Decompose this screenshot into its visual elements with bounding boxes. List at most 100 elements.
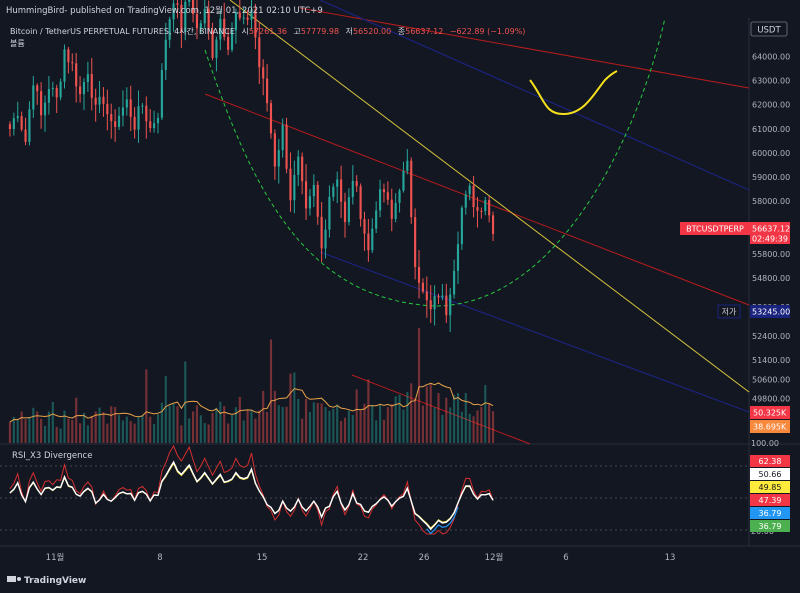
volume-bar <box>137 417 140 443</box>
candle-body <box>168 19 171 40</box>
candle-body <box>75 63 78 87</box>
volume-legend: 볼륨 <box>10 38 25 48</box>
candle-body <box>71 62 74 64</box>
candle-body <box>32 85 35 110</box>
volume-bar <box>347 410 350 443</box>
candle-body <box>414 217 417 267</box>
low-tag-label: 저가 <box>722 308 737 317</box>
volume-bar <box>266 411 269 443</box>
volume-bar <box>199 415 202 443</box>
volume-bar <box>254 418 257 443</box>
candle-body <box>203 8 206 24</box>
candle-body <box>304 181 308 209</box>
candle-body <box>137 106 140 130</box>
candle-body <box>82 82 86 95</box>
tradingview-logo[interactable]: TradingView <box>7 576 86 586</box>
candle-body <box>320 216 323 249</box>
volume-bar <box>86 425 89 443</box>
candle-body <box>188 0 191 2</box>
volume-bar <box>153 424 156 443</box>
candle-body <box>441 295 444 298</box>
time-tick-label: 11월 <box>46 552 65 563</box>
volume-tag-1-value: 50.325K <box>753 409 787 418</box>
candle-body <box>277 150 280 167</box>
candle-body <box>488 200 491 216</box>
volume-trend-line-red[interactable] <box>351 374 531 445</box>
volume-bar <box>449 407 452 443</box>
volume-bar <box>250 409 253 443</box>
volume-bar <box>293 372 296 443</box>
volume-bar <box>24 419 27 443</box>
volume-bar <box>491 411 495 443</box>
candle-body <box>141 105 144 107</box>
price-tick-label: 58000.00 <box>752 197 790 206</box>
candle-body <box>191 0 195 15</box>
legend-change: −622.89 (−1.09%) <box>450 27 526 36</box>
channel-line-blue-lower[interactable] <box>319 251 750 413</box>
time-tick-label: 13 <box>665 553 676 563</box>
candle-body <box>347 197 350 223</box>
volume-bar <box>336 404 339 443</box>
channel-line-blue-upper[interactable] <box>319 0 750 191</box>
candle-body <box>297 156 300 175</box>
legend-open: 57261.36 <box>249 27 287 36</box>
candle-body <box>125 99 128 108</box>
candle-body <box>114 121 117 127</box>
candle-body <box>250 9 253 20</box>
candle-body <box>40 91 43 116</box>
candle-body <box>106 103 109 115</box>
volume-bar <box>160 402 163 443</box>
volume-bar <box>98 407 101 443</box>
volume-bar <box>32 407 35 443</box>
volume-bar <box>215 407 218 443</box>
price-tick-label: 64000.00 <box>752 53 790 62</box>
tv-logo-icon <box>7 576 16 582</box>
candle-body <box>367 233 370 251</box>
price-tick-label: 49800.00 <box>752 395 790 404</box>
rsi-title: RSI_X3 Divergence <box>12 451 92 461</box>
price-tick-label: 50600.00 <box>752 375 790 384</box>
candle-body <box>378 189 382 211</box>
price-tick-label: 52400.00 <box>752 332 790 341</box>
candle-body <box>480 210 483 212</box>
volume-bar <box>164 375 167 443</box>
currency-tag <box>750 21 788 37</box>
volume-bars <box>8 328 495 443</box>
candle-body <box>90 74 93 98</box>
volume-bar <box>227 423 230 443</box>
volume-bar <box>371 404 374 443</box>
rsi-value-tag <box>750 494 790 506</box>
candle-body <box>355 180 358 187</box>
candle-body <box>285 124 288 169</box>
volume-bar <box>367 379 370 443</box>
volume-bar <box>203 422 206 443</box>
candle-body <box>382 189 386 193</box>
volume-bar <box>234 407 237 443</box>
legend-open-label: 시 <box>241 27 248 36</box>
candle-body <box>199 23 202 29</box>
candle-body <box>8 124 12 130</box>
time-axis[interactable]: 11월 8 15 22 26 12월 6 13 <box>46 552 676 563</box>
candle-body <box>24 129 27 142</box>
volume-bar <box>382 419 386 443</box>
candle-body <box>476 207 479 211</box>
candle-body <box>453 270 456 295</box>
candle-body <box>316 184 319 217</box>
price-tick-label: 61000.00 <box>752 125 790 134</box>
candle-body <box>156 117 160 124</box>
candle-body <box>176 3 179 5</box>
candle-body <box>238 12 241 18</box>
channel-line-red-upper[interactable] <box>299 7 750 89</box>
volume-bar <box>472 416 475 443</box>
candle-body <box>121 107 125 116</box>
price-tick-label: 55800.00 <box>752 250 790 259</box>
volume-bar <box>156 414 160 443</box>
volume-bar <box>316 402 319 443</box>
volume-bar <box>12 416 15 443</box>
volume-bar <box>308 412 312 443</box>
candle-body <box>94 97 97 105</box>
candle-body <box>410 160 413 218</box>
annotation-smile-yellow[interactable] <box>529 70 618 116</box>
volume-bar <box>281 406 284 443</box>
volume-bar <box>223 406 226 443</box>
